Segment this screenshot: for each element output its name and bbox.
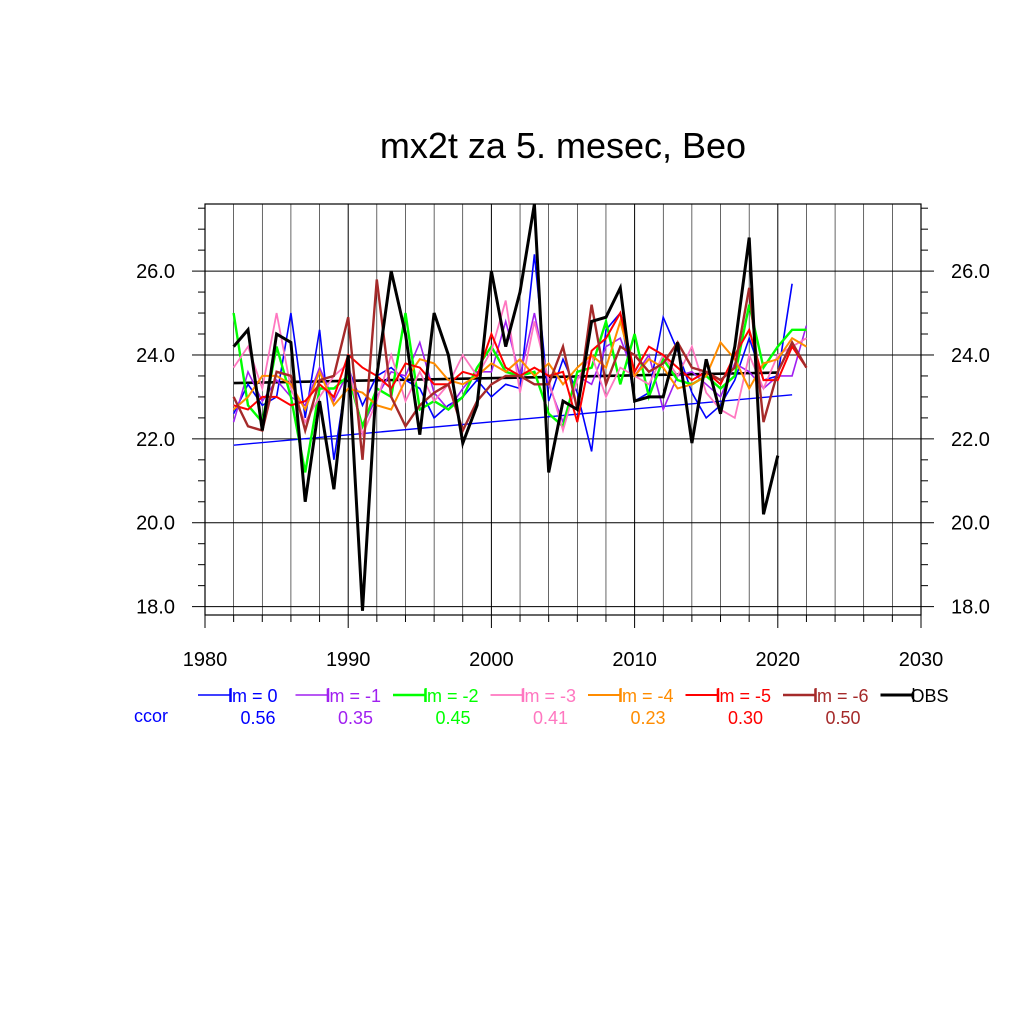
ccor-value: 0.35 (338, 708, 373, 728)
x-tick-label: 2020 (756, 649, 801, 671)
x-tick-label: 1980 (183, 649, 228, 671)
y-tick-label-left: 20.0 (136, 513, 175, 535)
ccor-value: 0.30 (728, 708, 763, 728)
data-series (232, 203, 808, 611)
y-tick-label-left: 18.0 (136, 597, 175, 619)
y-tick-label-right: 24.0 (951, 345, 990, 367)
chart-title: mx2t za 5. mesec, Beo (380, 125, 746, 166)
y-tick-label-left: 26.0 (136, 261, 175, 283)
y-tick-label-left: 22.0 (136, 429, 175, 451)
x-tick-label: 2010 (612, 649, 657, 671)
series-line (232, 203, 780, 611)
ccor-value: 0.23 (630, 708, 665, 728)
ccor-value: 0.41 (533, 708, 568, 728)
series-line (232, 300, 807, 438)
legend-label: lm = -6 (813, 686, 869, 706)
y-tick-label-right: 18.0 (951, 597, 990, 619)
ccor-label: ccor (134, 706, 168, 726)
y-tick-label-right: 20.0 (951, 513, 990, 535)
legend-label: lm = -1 (326, 686, 382, 706)
plot-frame (204, 203, 922, 616)
ccor-value: 0.50 (825, 708, 860, 728)
y-tick-label-right: 22.0 (951, 429, 990, 451)
legend-label: lm = -2 (423, 686, 479, 706)
x-tick-label: 1990 (326, 649, 371, 671)
x-tick-label: 2030 (899, 649, 944, 671)
legend-label: lm = 0 (228, 686, 278, 706)
legend-label: lm = -3 (521, 686, 577, 706)
axes: 18.0 18.0 20.0 20.0 22.0 22.0 24.0 24.0 26.0 26.0… (136, 203, 990, 671)
ccor-value: 0.56 (240, 708, 275, 728)
ccor-value: 0.45 (435, 708, 470, 728)
legend-label: lm = -4 (618, 686, 674, 706)
legend-label: OBS (911, 686, 949, 706)
legend-label: lm = -5 (716, 686, 772, 706)
y-tick-label-left: 24.0 (136, 345, 175, 367)
y-tick-label-right: 26.0 (951, 261, 990, 283)
series-line (232, 317, 807, 412)
x-tick-label: 2000 (469, 649, 514, 671)
